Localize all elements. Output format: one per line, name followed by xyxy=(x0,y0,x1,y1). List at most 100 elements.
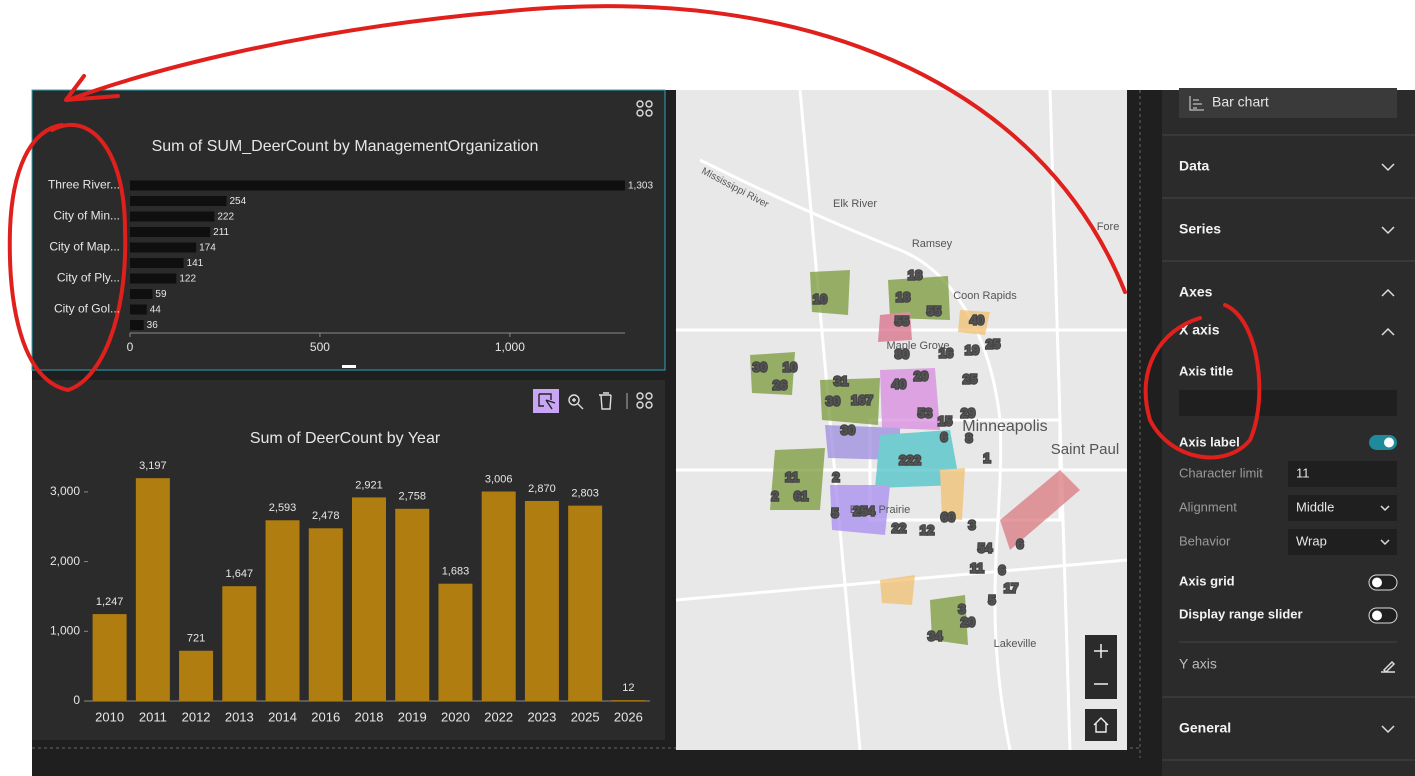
x-tick-label: 2012 xyxy=(182,709,211,724)
section-header[interactable]: Series xyxy=(1179,221,1221,237)
cluster-label: 55 xyxy=(895,313,909,328)
cluster-label: 6 xyxy=(1016,536,1023,551)
bar xyxy=(130,273,177,284)
bar xyxy=(524,500,559,701)
subsection-header[interactable]: X axis xyxy=(1179,322,1220,338)
cluster-label: 20 xyxy=(961,614,975,629)
value-label: 3,197 xyxy=(139,460,167,472)
x-tick-label: 2014 xyxy=(268,709,297,724)
value-label: 12 xyxy=(622,682,634,694)
x-tick-label: 2020 xyxy=(441,709,470,724)
y-tick-label: City of Min... xyxy=(53,209,120,223)
section-header[interactable]: General xyxy=(1179,720,1231,736)
bar xyxy=(130,227,211,237)
x-tick-label: 2010 xyxy=(95,709,124,724)
value-label: 254 xyxy=(229,196,246,207)
select[interactable] xyxy=(1288,529,1397,555)
y-tick-label: City of Ply... xyxy=(57,271,120,285)
cluster-label: 16 xyxy=(939,345,953,360)
x-tick-label: 2025 xyxy=(571,709,600,724)
place-label: Lakeville xyxy=(994,638,1037,650)
cluster-label: 1 xyxy=(983,450,990,465)
bar xyxy=(92,614,127,701)
place-label: Minneapolis xyxy=(962,418,1047,435)
place-label: Fore xyxy=(1097,221,1120,233)
cluster-label: 55 xyxy=(927,303,941,318)
y-tick-label: City of Map... xyxy=(49,240,120,254)
select-value: Middle xyxy=(1296,499,1334,514)
value-label: 122 xyxy=(179,274,196,285)
range-handle[interactable] xyxy=(342,365,356,368)
y-tick-label: 1,000 xyxy=(50,623,80,637)
select[interactable] xyxy=(1288,495,1397,521)
cluster-label: 6 xyxy=(998,562,1005,577)
value-label: 222 xyxy=(217,212,234,223)
bar xyxy=(130,242,197,253)
zoom-tool[interactable] xyxy=(568,394,580,406)
cluster-label: 10 xyxy=(813,291,827,306)
axis-title-input[interactable] xyxy=(1179,390,1397,416)
cluster-label: 18 xyxy=(896,289,910,304)
bar xyxy=(611,700,646,701)
home-button[interactable] xyxy=(1085,709,1117,741)
bar xyxy=(179,650,214,701)
value-label: 2,921 xyxy=(355,479,383,491)
place-label: Maple Grove xyxy=(887,340,950,352)
bar xyxy=(395,508,430,701)
more-icon[interactable] xyxy=(636,392,644,400)
cluster-label: 254 xyxy=(853,503,875,518)
cluster-label: 15 xyxy=(938,413,952,428)
bar xyxy=(222,586,257,701)
value-label: 2,478 xyxy=(312,510,340,522)
y-tick-label: 2,000 xyxy=(50,554,80,568)
cluster-label: 2 xyxy=(771,488,778,503)
value-label: 211 xyxy=(213,227,229,238)
y-tick-label: 3,000 xyxy=(50,484,80,498)
section-header[interactable]: Data xyxy=(1179,158,1210,174)
field-label: Display range slider xyxy=(1179,606,1303,621)
cluster-label: 11 xyxy=(970,560,984,575)
bar xyxy=(130,320,144,330)
map-controls xyxy=(1085,635,1117,741)
bar xyxy=(130,196,227,206)
x-tick-label: 0 xyxy=(127,340,134,354)
y-tick-label: 0 xyxy=(73,693,80,707)
cluster-label: 18 xyxy=(908,267,922,282)
field-label: Alignment xyxy=(1179,499,1237,514)
cluster-label: 25 xyxy=(986,336,1000,351)
chart-type-select[interactable] xyxy=(1179,88,1397,118)
cluster-label: 53 xyxy=(918,405,932,420)
value-label: 2,593 xyxy=(269,502,297,514)
bar xyxy=(352,497,386,701)
more-icon[interactable] xyxy=(636,100,644,108)
place-label: Elk River xyxy=(833,198,877,210)
place-label: Coon Rapids xyxy=(953,290,1017,302)
chart-type: Bar chart xyxy=(1212,94,1269,110)
y-tick-label: Three River... xyxy=(48,178,120,192)
bar xyxy=(308,528,343,701)
clear-tool[interactable] xyxy=(599,392,612,410)
cluster-label: 12 xyxy=(920,522,934,537)
cluster-label: 11 xyxy=(785,469,799,484)
value-label: 1,247 xyxy=(96,596,124,608)
bar xyxy=(130,258,184,268)
subsection-header[interactable]: Y axis xyxy=(1179,656,1217,672)
value-label: 1,683 xyxy=(442,566,470,578)
value-label: 2,803 xyxy=(571,488,599,500)
value-label: 721 xyxy=(187,633,205,645)
bar xyxy=(130,180,625,191)
cluster-label: 40 xyxy=(970,312,984,327)
cluster-label: 17 xyxy=(1004,580,1018,595)
x-tick-label: 2016 xyxy=(311,709,340,724)
value-label: 3,006 xyxy=(485,473,513,485)
section-header[interactable]: Axes xyxy=(1179,284,1213,300)
value-label: 1,303 xyxy=(628,181,653,192)
field-label: Axis title xyxy=(1179,363,1233,378)
cluster-label: 5 xyxy=(831,505,838,520)
bar xyxy=(568,505,603,701)
cluster-label: 3 xyxy=(958,601,965,616)
number-input[interactable] xyxy=(1288,461,1397,487)
cluster-label: 30 xyxy=(841,422,855,437)
